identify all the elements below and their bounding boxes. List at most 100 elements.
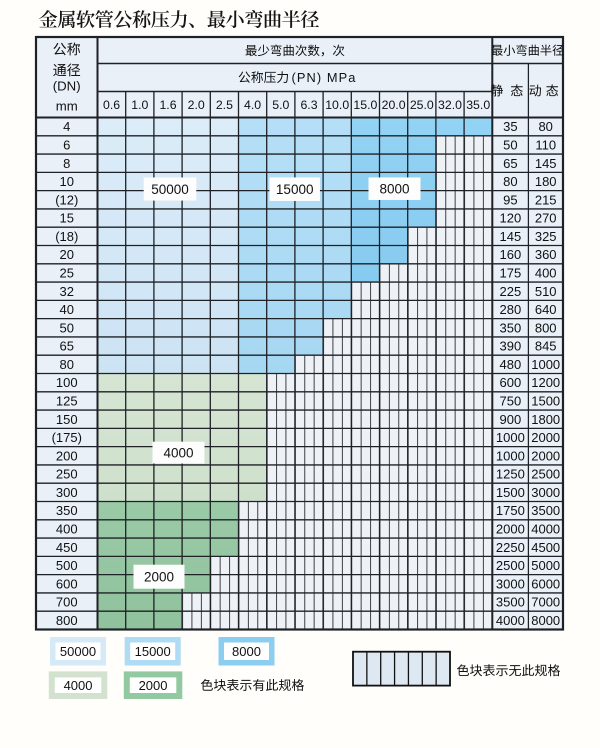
svg-text:400: 400 xyxy=(535,266,557,281)
svg-text:2000: 2000 xyxy=(144,570,174,585)
svg-text:480: 480 xyxy=(499,357,521,372)
svg-text:160: 160 xyxy=(499,247,521,262)
svg-text:4: 4 xyxy=(63,119,70,134)
svg-text:(18): (18) xyxy=(55,229,78,244)
svg-text:15: 15 xyxy=(60,211,74,226)
svg-text:1.6: 1.6 xyxy=(159,98,176,112)
svg-text:(12): (12) xyxy=(55,192,78,207)
svg-text:4500: 4500 xyxy=(531,540,560,555)
svg-text:1800: 1800 xyxy=(531,412,560,427)
svg-text:1.0: 1.0 xyxy=(131,98,148,112)
svg-text:8000: 8000 xyxy=(379,182,409,197)
svg-text:2500: 2500 xyxy=(531,467,560,482)
svg-text:65: 65 xyxy=(503,156,517,171)
svg-text:8000: 8000 xyxy=(531,613,560,628)
svg-text:8: 8 xyxy=(63,156,70,171)
svg-text:15000: 15000 xyxy=(135,644,171,659)
svg-text:10.0: 10.0 xyxy=(325,98,349,112)
svg-text:200: 200 xyxy=(56,448,78,463)
svg-text:800: 800 xyxy=(535,320,557,335)
svg-text:390: 390 xyxy=(499,339,521,354)
svg-text:300: 300 xyxy=(56,485,78,500)
svg-text:4000: 4000 xyxy=(64,678,93,693)
svg-text:80: 80 xyxy=(503,174,517,189)
svg-text:900: 900 xyxy=(499,412,521,427)
svg-text:360: 360 xyxy=(535,247,557,262)
svg-text:450: 450 xyxy=(56,540,78,555)
svg-text:40: 40 xyxy=(60,302,74,317)
svg-text:50: 50 xyxy=(60,320,74,335)
svg-text:845: 845 xyxy=(535,339,557,354)
svg-text:32.0: 32.0 xyxy=(438,98,462,112)
svg-text:270: 270 xyxy=(535,211,557,226)
svg-text:640: 640 xyxy=(535,302,557,317)
svg-text:110: 110 xyxy=(535,138,556,153)
svg-text:6.3: 6.3 xyxy=(300,98,317,112)
svg-text:25: 25 xyxy=(60,266,74,281)
svg-text:750: 750 xyxy=(499,394,521,409)
svg-text:50000: 50000 xyxy=(60,644,96,659)
svg-text:95: 95 xyxy=(503,192,517,207)
svg-text:32: 32 xyxy=(60,284,74,299)
svg-text:20: 20 xyxy=(60,247,74,262)
svg-text:100: 100 xyxy=(56,375,78,390)
svg-text:20.0: 20.0 xyxy=(382,98,406,112)
svg-text:1200: 1200 xyxy=(531,375,560,390)
svg-text:25.0: 25.0 xyxy=(410,98,434,112)
svg-text:6000: 6000 xyxy=(531,576,560,591)
svg-text:2000: 2000 xyxy=(531,430,560,445)
svg-text:4000: 4000 xyxy=(531,522,560,537)
svg-text:145: 145 xyxy=(535,156,557,171)
svg-text:8000: 8000 xyxy=(232,644,261,659)
svg-text:1000: 1000 xyxy=(496,448,525,463)
svg-text:3500: 3500 xyxy=(531,503,560,518)
svg-text:0.6: 0.6 xyxy=(103,98,120,112)
svg-text:1000: 1000 xyxy=(496,430,525,445)
svg-text:800: 800 xyxy=(56,613,78,628)
svg-text:280: 280 xyxy=(499,302,521,317)
svg-text:4.0: 4.0 xyxy=(244,98,261,112)
svg-text:5000: 5000 xyxy=(531,558,560,573)
svg-text:15.0: 15.0 xyxy=(353,98,377,112)
svg-text:120: 120 xyxy=(499,211,521,226)
svg-text:1250: 1250 xyxy=(496,467,525,482)
svg-text:2000: 2000 xyxy=(496,522,525,537)
svg-text:2000: 2000 xyxy=(531,448,560,463)
svg-text:325: 325 xyxy=(535,229,557,244)
svg-text:3000: 3000 xyxy=(531,485,560,500)
svg-text:2.0: 2.0 xyxy=(188,98,205,112)
svg-text:(175): (175) xyxy=(52,430,82,445)
svg-text:6: 6 xyxy=(63,138,70,153)
svg-text:2.5: 2.5 xyxy=(216,98,233,112)
svg-text:35: 35 xyxy=(503,119,517,134)
svg-text:50: 50 xyxy=(503,138,517,153)
svg-text:600: 600 xyxy=(499,375,521,390)
svg-text:175: 175 xyxy=(499,266,521,281)
svg-text:15000: 15000 xyxy=(276,182,314,197)
svg-text:4000: 4000 xyxy=(163,445,193,460)
svg-text:500: 500 xyxy=(56,558,78,573)
svg-text:5.0: 5.0 xyxy=(272,98,289,112)
svg-text:180: 180 xyxy=(535,174,557,189)
svg-text:150: 150 xyxy=(56,412,78,427)
svg-text:3000: 3000 xyxy=(496,576,525,591)
svg-text:(DN): (DN) xyxy=(53,79,81,94)
svg-text:50000: 50000 xyxy=(151,182,189,197)
svg-text:10: 10 xyxy=(60,174,74,189)
svg-text:1500: 1500 xyxy=(531,394,560,409)
svg-text:350: 350 xyxy=(499,320,521,335)
svg-text:2250: 2250 xyxy=(496,540,525,555)
svg-text:1500: 1500 xyxy=(496,485,525,500)
svg-text:400: 400 xyxy=(56,522,78,537)
svg-text:80: 80 xyxy=(60,357,74,372)
svg-text:mm: mm xyxy=(56,99,78,114)
svg-text:1750: 1750 xyxy=(496,503,525,518)
svg-text:2500: 2500 xyxy=(496,558,525,573)
svg-text:250: 250 xyxy=(56,467,78,482)
svg-text:65: 65 xyxy=(60,339,74,354)
svg-text:225: 225 xyxy=(499,284,521,299)
svg-text:1000: 1000 xyxy=(531,357,560,372)
svg-text:2000: 2000 xyxy=(139,678,168,693)
svg-text:700: 700 xyxy=(56,595,78,610)
svg-text:7000: 7000 xyxy=(531,595,560,610)
